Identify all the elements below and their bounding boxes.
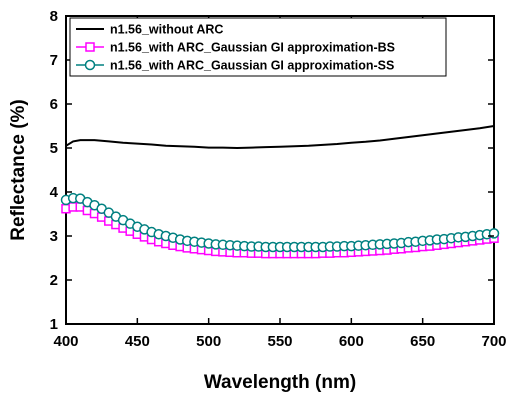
legend-label-3: n1.56_with ARC_Gaussian GI approximation…	[110, 59, 394, 73]
x-tick-label: 550	[267, 333, 292, 350]
legend-marker-2	[85, 42, 95, 52]
x-tick-label: 600	[339, 333, 364, 350]
y-tick-label: 8	[50, 8, 58, 25]
x-axis-label: Wavelength (nm)	[204, 372, 356, 393]
y-tick-label: 5	[50, 140, 58, 157]
legend-marker-3	[84, 59, 96, 71]
y-axis-label: Reflectance (%)	[8, 99, 29, 241]
y-tick-label: 6	[50, 96, 58, 113]
legend-items: n1.56_without ARC n1.56_with ARC_Gaussian…	[76, 23, 395, 73]
legend-box	[69, 17, 447, 77]
y-axis-ticks: 1 2 3 4 5 6 7 8	[50, 8, 494, 333]
x-axis-ticks: 400 450 500 550 600 650 700	[53, 16, 507, 350]
legend-label-1: n1.56_without ARC	[110, 23, 223, 37]
x-tick-label: 650	[410, 333, 435, 350]
x-tick-label: 450	[125, 333, 150, 350]
x-tick-label: 700	[481, 333, 506, 350]
y-tick-label: 4	[50, 184, 59, 201]
legend: n1.56_without ARC n1.56_with ARC_Gaussian…	[69, 17, 447, 77]
y-tick-label: 2	[50, 272, 58, 289]
y-tick-label: 7	[50, 52, 58, 69]
y-tick-label: 1	[50, 316, 58, 333]
series-line-1	[65, 125, 495, 150]
x-tick-label: 500	[196, 333, 221, 350]
legend-label-2: n1.56_with ARC_Gaussian GI approximation…	[110, 41, 395, 55]
y-tick-label: 3	[50, 228, 58, 245]
series-layer	[60, 125, 500, 259]
x-tick-label: 400	[53, 333, 78, 350]
